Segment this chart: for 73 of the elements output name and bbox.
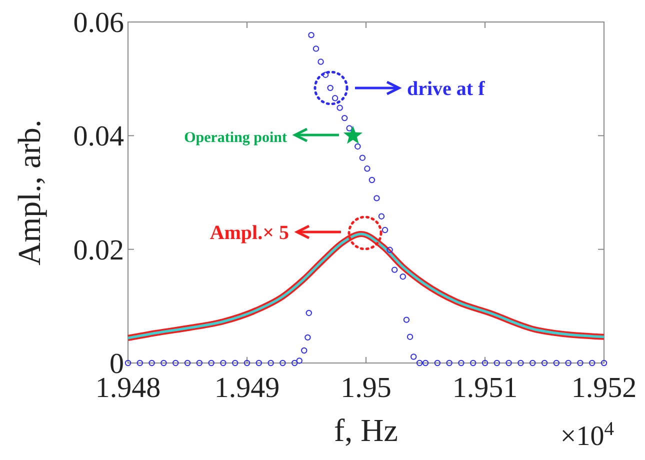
point — [336, 104, 343, 111]
x-tick-label: 1.95 — [340, 372, 392, 404]
point — [378, 213, 385, 220]
point — [196, 360, 202, 366]
x-tick-label: 1.952 — [571, 372, 637, 404]
point — [256, 360, 262, 366]
point — [589, 360, 596, 366]
point — [422, 360, 429, 366]
point — [304, 334, 311, 341]
point — [268, 360, 274, 366]
point — [482, 360, 488, 366]
point — [406, 334, 414, 340]
point — [148, 360, 155, 366]
point — [400, 274, 406, 280]
point — [280, 360, 286, 366]
point — [386, 246, 393, 253]
point — [208, 360, 214, 366]
point — [136, 360, 143, 366]
point — [322, 72, 329, 78]
point — [600, 360, 608, 366]
x-axis-title: f, Hz — [334, 412, 398, 448]
point — [327, 84, 334, 92]
point — [530, 360, 536, 366]
point — [577, 360, 584, 366]
point — [470, 360, 476, 366]
point — [292, 360, 298, 366]
point — [332, 95, 338, 102]
point — [343, 126, 362, 144]
point — [341, 114, 348, 122]
text: ×10$^{4}$ — [560, 418, 614, 452]
point — [232, 360, 238, 366]
point — [346, 125, 352, 132]
point — [244, 360, 250, 366]
point — [518, 360, 524, 366]
y-tick-label: 0.02 — [73, 234, 124, 266]
x-tick-label: 1.949 — [214, 372, 280, 404]
point — [124, 360, 132, 366]
point — [318, 58, 324, 65]
point — [565, 360, 572, 366]
point — [368, 176, 376, 184]
y-tick-label: 0.06 — [73, 7, 124, 39]
point — [541, 360, 548, 366]
point — [296, 358, 302, 364]
point — [301, 347, 308, 354]
point — [359, 154, 366, 161]
point — [354, 143, 361, 150]
point — [403, 316, 410, 323]
y-tick-label: 0.04 — [73, 120, 124, 153]
point — [160, 360, 167, 366]
annotation: Ampl.× 5 — [210, 222, 289, 244]
point — [184, 360, 191, 366]
point — [494, 360, 500, 366]
point — [458, 360, 464, 366]
point — [308, 32, 314, 38]
point — [364, 166, 370, 172]
y-axis-title: Ampl., arb. — [11, 120, 47, 266]
point — [312, 46, 320, 52]
point — [382, 226, 388, 234]
point — [220, 360, 226, 366]
x-tick-label: 1.948 — [95, 372, 161, 404]
point — [446, 360, 452, 366]
point — [553, 360, 560, 366]
x-tick-label: 1.951 — [452, 372, 518, 404]
point — [172, 360, 179, 366]
point — [506, 360, 512, 366]
annotation: drive at f — [407, 78, 486, 100]
point — [410, 354, 417, 360]
point — [416, 360, 423, 366]
point — [374, 195, 380, 202]
point — [391, 266, 398, 273]
point — [434, 360, 440, 366]
point — [306, 310, 312, 316]
annotation: Operating point — [184, 130, 287, 146]
